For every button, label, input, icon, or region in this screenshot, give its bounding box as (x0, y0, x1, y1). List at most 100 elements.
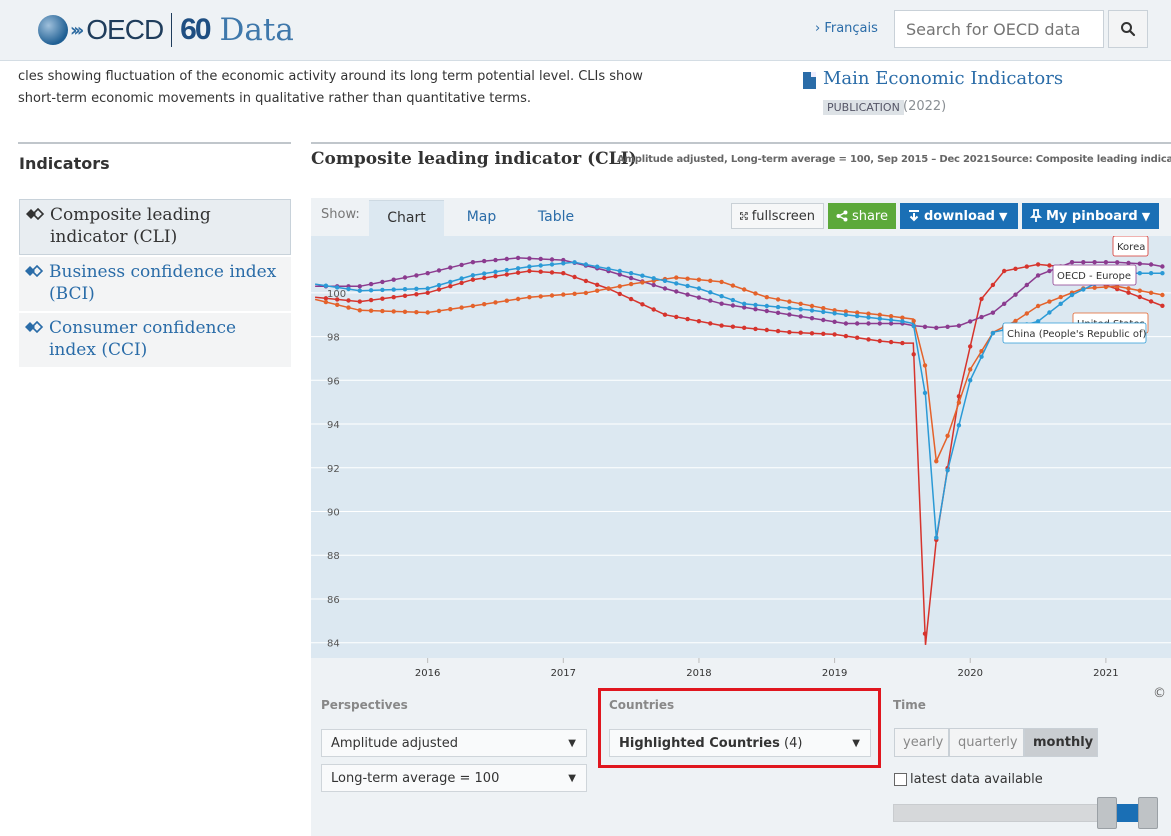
series-point (323, 296, 329, 301)
tab-map[interactable]: Map (466, 209, 497, 225)
series-point (1137, 288, 1142, 293)
series-point (1092, 285, 1097, 290)
series-point (515, 270, 521, 275)
slider-end-handle[interactable] (1138, 797, 1158, 829)
sidebar-item-cli[interactable]: Composite leading indicator (CLI) (19, 199, 291, 255)
series-point (346, 286, 351, 292)
series-point (798, 330, 803, 335)
series-point (832, 332, 837, 337)
series-point (391, 295, 396, 300)
sidebar-item-bci[interactable]: Business confidence index (BCI) (19, 257, 291, 311)
series-point (640, 280, 645, 285)
series-point (504, 267, 509, 273)
series-point (708, 298, 713, 303)
chart-x-axis-band (311, 658, 1171, 684)
fullscreen-button[interactable]: fullscreen (731, 203, 824, 229)
series-point (674, 281, 679, 286)
countries-select[interactable]: Highlighted Countries (4) ▼ (609, 729, 871, 757)
copyright-icon[interactable]: © (1153, 686, 1166, 701)
download-button[interactable]: download ▼ (900, 203, 1018, 229)
caret-down-icon: ▼ (568, 773, 576, 784)
series-point (1137, 271, 1142, 276)
series-point (391, 287, 396, 292)
time-monthly-button[interactable]: monthly (1024, 728, 1098, 757)
series-point (866, 315, 871, 320)
pinboard-button[interactable]: My pinboard ▼ (1022, 203, 1159, 229)
tab-table[interactable]: Table (537, 209, 575, 225)
series-point (922, 324, 928, 329)
latest-data-label: latest data available (910, 772, 1043, 787)
series-point (470, 260, 476, 265)
series-point (787, 312, 792, 317)
oecd-data-logo[interactable]: ››› OECD 60 Data (38, 10, 294, 50)
series-point (696, 286, 702, 291)
slider-start-handle[interactable] (1097, 797, 1117, 829)
series-point (425, 271, 430, 276)
series-point (843, 309, 849, 314)
download-icon (909, 209, 919, 221)
perspective-select-adjustment[interactable]: Amplitude adjusted ▼ (321, 729, 587, 757)
series-point (911, 323, 916, 329)
francais-link[interactable]: › Français (815, 21, 878, 36)
chart-subtitle: Amplitude adjusted, Long-term average = … (617, 154, 991, 165)
time-quarterly-button[interactable]: quarterly (949, 728, 1024, 757)
series-point (595, 288, 600, 293)
series-point (787, 306, 792, 311)
latest-data-checkbox[interactable] (894, 773, 907, 786)
series-point (855, 321, 860, 326)
sidebar-item-label: Composite leading indicator (CLI) (50, 205, 211, 247)
chevrons-icon: ››› (70, 19, 84, 41)
series-point (1137, 261, 1142, 266)
cli-line-chart[interactable]: 84 86 88 90 92 94 96 98 100 2016 2017 2018 2019 2020 2… (311, 236, 1171, 684)
chart-source[interactable]: Source: Composite leading indicators (991, 154, 1171, 165)
y-tick-label: 98 (327, 333, 340, 344)
series-point (368, 308, 374, 313)
series-point (742, 305, 747, 310)
series-point (968, 367, 973, 372)
publication-link[interactable]: Main Economic Indicators (823, 68, 1064, 89)
series-point (708, 321, 713, 326)
series-point (459, 276, 464, 281)
series-point (1058, 301, 1063, 306)
series-point (821, 317, 826, 323)
search-input[interactable] (894, 10, 1104, 48)
series-point (1148, 271, 1154, 276)
perspective-select-baseline[interactable]: Long-term average = 100 ▼ (321, 764, 587, 792)
series-point (696, 295, 702, 300)
x-tick-label: 2021 (1093, 668, 1118, 679)
sidebar-divider (18, 142, 291, 144)
series-point (979, 349, 984, 354)
series-point (809, 308, 815, 313)
series-point (968, 319, 973, 324)
series-point (482, 271, 487, 276)
series-point (730, 324, 736, 329)
series-point (617, 284, 622, 289)
series-point (685, 316, 690, 322)
series-point (1160, 264, 1165, 269)
series-point (685, 283, 690, 289)
series-point (798, 301, 803, 306)
series-point (696, 277, 702, 282)
series-point (482, 302, 487, 307)
series-point (1148, 262, 1154, 267)
series-point (402, 309, 408, 314)
series-point (504, 272, 509, 277)
sidebar-item-cci[interactable]: Consumer confidence index (CCI) (19, 313, 291, 367)
series-point (968, 378, 973, 383)
series-point (1047, 263, 1052, 268)
series-point (448, 265, 453, 270)
share-button[interactable]: share (828, 203, 896, 229)
series-point (956, 423, 962, 428)
series-point (674, 289, 679, 294)
series-point (934, 325, 939, 330)
tab-chart[interactable]: Chart (369, 200, 444, 236)
series-point (640, 302, 645, 307)
series-point (979, 354, 984, 359)
search-button[interactable] (1108, 10, 1148, 48)
time-yearly-button[interactable]: yearly (894, 728, 949, 757)
series-point (1035, 262, 1041, 267)
publication-badge: PUBLICATION (823, 100, 904, 115)
fullscreen-label: fullscreen (751, 208, 815, 224)
series-point (617, 272, 622, 277)
series-point (730, 297, 736, 303)
